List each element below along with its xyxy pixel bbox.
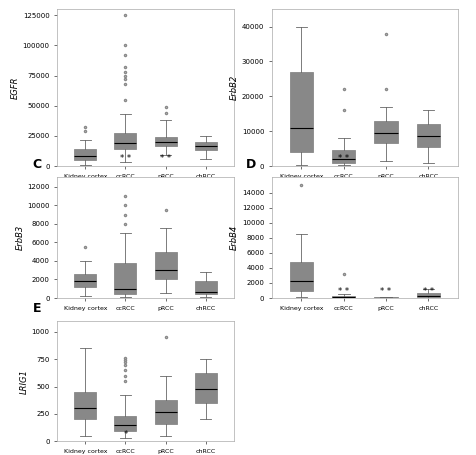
Text: * *: * * (159, 154, 171, 163)
PathPatch shape (289, 262, 312, 291)
PathPatch shape (416, 293, 439, 298)
PathPatch shape (194, 142, 216, 150)
PathPatch shape (331, 150, 355, 163)
Y-axis label: EGFR: EGFR (11, 76, 20, 99)
Text: B: B (245, 0, 255, 1)
PathPatch shape (194, 374, 216, 403)
Text: C: C (32, 158, 41, 172)
Y-axis label: ErbB2: ErbB2 (229, 75, 238, 100)
Text: *: * (123, 430, 127, 439)
PathPatch shape (194, 281, 216, 294)
Y-axis label: ErbB4: ErbB4 (229, 225, 238, 250)
PathPatch shape (114, 133, 136, 149)
Y-axis label: LRIG1: LRIG1 (20, 369, 29, 394)
PathPatch shape (74, 274, 96, 287)
PathPatch shape (154, 399, 176, 424)
PathPatch shape (374, 297, 397, 298)
Text: * *: * * (422, 287, 433, 296)
PathPatch shape (114, 416, 136, 431)
PathPatch shape (74, 149, 96, 160)
Text: A: A (32, 0, 42, 1)
PathPatch shape (416, 124, 439, 147)
Text: * *: * * (337, 287, 348, 296)
PathPatch shape (154, 252, 176, 279)
PathPatch shape (289, 72, 312, 152)
Text: * *: * * (380, 287, 391, 296)
Text: * *: * * (119, 154, 131, 163)
PathPatch shape (154, 137, 176, 146)
PathPatch shape (374, 121, 397, 143)
PathPatch shape (74, 392, 96, 420)
PathPatch shape (114, 263, 136, 294)
Text: * *: * * (337, 154, 348, 163)
PathPatch shape (331, 296, 355, 298)
Text: D: D (245, 158, 256, 172)
Text: E: E (32, 302, 41, 315)
Y-axis label: ErbB3: ErbB3 (15, 225, 24, 250)
